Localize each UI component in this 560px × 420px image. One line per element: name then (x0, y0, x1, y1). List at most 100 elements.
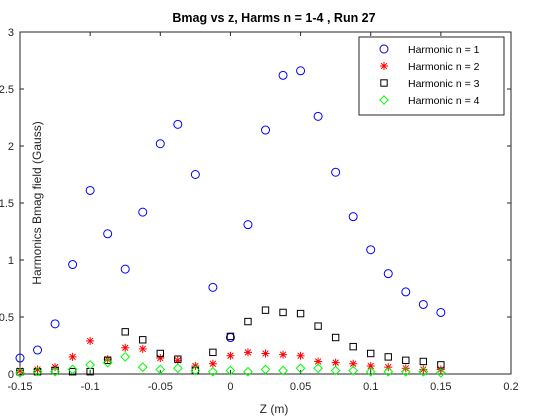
data-point (400, 366, 411, 377)
y-axis-label: Harmonics Bmag field (Gauss) (30, 121, 44, 284)
data-point (226, 351, 235, 360)
data-point (121, 343, 130, 352)
data-point (384, 353, 392, 361)
data-point (331, 358, 340, 367)
data-point (172, 363, 183, 374)
data-point (243, 348, 252, 357)
data-point (120, 264, 130, 274)
legend-box (358, 36, 505, 116)
data-point (15, 367, 25, 378)
data-point (190, 365, 201, 376)
data-point (349, 342, 357, 351)
data-point (68, 352, 77, 361)
data-point (86, 336, 95, 345)
data-point (208, 282, 218, 292)
x-tick-label: -0.15 (7, 381, 32, 393)
data-point (365, 366, 376, 377)
x-tick-label: 0.15 (430, 381, 451, 393)
data-point (418, 366, 429, 377)
data-point (50, 366, 60, 377)
data-point (15, 353, 25, 363)
data-point (296, 66, 306, 76)
data-point (243, 366, 253, 377)
data-point (68, 368, 77, 376)
axis-ticks: -0.15 -0.1 -0.05 0 0.05 0.1 0.15 0.2 0 0.5 1 1.5 2 2.… (0, 27, 519, 393)
data-point (295, 363, 306, 374)
data-point (190, 170, 200, 179)
data-point (278, 70, 288, 80)
data-point (207, 366, 218, 377)
series-4 (15, 351, 446, 378)
data-point (155, 139, 165, 149)
data-point (156, 349, 164, 358)
y-tick-label: 0.5 (0, 312, 14, 324)
chart-title: Bmag vs z, Harms n = 1-4 , Run 27 (172, 11, 375, 25)
data-point (436, 307, 446, 317)
data-point (313, 111, 323, 121)
y-tick-label: 1.5 (0, 198, 14, 210)
data-point (419, 365, 428, 374)
y-tick-label: 0 (8, 369, 14, 381)
data-point (314, 322, 322, 330)
data-point (383, 269, 393, 279)
data-point (68, 260, 78, 270)
data-point (102, 357, 113, 368)
data-point (173, 119, 183, 129)
x-tick-label: -0.1 (81, 381, 100, 393)
data-point (418, 299, 428, 309)
legend-marker (380, 62, 388, 70)
data-point (296, 351, 305, 360)
y-tick-label: 2.5 (0, 84, 14, 96)
data-point (278, 365, 288, 376)
data-point (50, 319, 60, 329)
data-point (174, 355, 182, 363)
data-point (419, 357, 428, 366)
data-point (330, 365, 341, 376)
data-point (401, 364, 410, 373)
data-point (225, 365, 236, 376)
data-point (67, 364, 78, 375)
legend-item: Harmonic n = 1 (379, 44, 480, 56)
data-point (261, 306, 270, 314)
data-point (401, 287, 411, 297)
legend-item: Harmonic n = 3 (380, 78, 480, 90)
data-point (103, 229, 113, 239)
data-point (33, 345, 43, 355)
data-point (296, 309, 305, 318)
data-point (209, 348, 217, 357)
data-point (435, 367, 446, 378)
y-tick-label: 1 (8, 255, 14, 267)
y-tick-label: 2 (8, 141, 14, 153)
data-point (137, 362, 148, 373)
legend: Harmonic n = 1 Harmonic n = 2 Harmonic n =… (358, 36, 505, 116)
data-point (348, 212, 358, 222)
data-point (279, 308, 287, 317)
data-point (331, 167, 341, 177)
x-axis-label: Z (m) (260, 402, 289, 416)
data-point (243, 220, 253, 230)
data-point (33, 368, 42, 376)
data-point (313, 363, 324, 374)
data-point (348, 365, 359, 376)
x-tick-label: -0.05 (148, 381, 173, 393)
data-point (103, 356, 112, 365)
legend-item: Harmonic n = 2 (380, 61, 480, 73)
x-tick-label: 0 (227, 381, 233, 393)
x-tick-label: 0.1 (363, 381, 378, 393)
legend-label: Harmonic n = 3 (408, 78, 480, 90)
data-point (261, 349, 270, 358)
data-point (331, 333, 340, 342)
data-point (155, 364, 166, 375)
data-point (139, 336, 147, 344)
data-point (261, 125, 270, 135)
data-point (260, 364, 271, 375)
data-point (226, 332, 235, 341)
series-2 (16, 336, 445, 375)
data-point (436, 365, 445, 374)
data-point (85, 185, 95, 195)
data-point (314, 357, 323, 366)
data-point (138, 207, 148, 217)
data-point (191, 366, 200, 375)
data-point (138, 344, 147, 353)
